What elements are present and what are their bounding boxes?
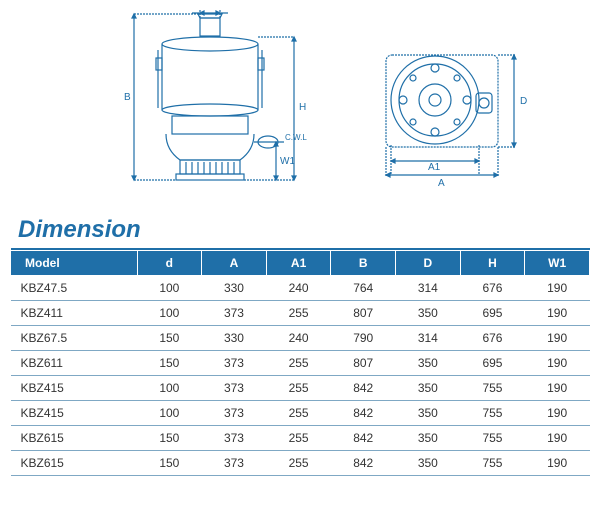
table-cell: 100 (137, 401, 202, 426)
section-title: Dimension (18, 216, 590, 244)
table-cell: 190 (525, 426, 590, 451)
table-cell: 255 (266, 401, 331, 426)
table-cell: KBZ411 (11, 301, 138, 326)
table-cell: 100 (137, 276, 202, 301)
table-cell: 240 (266, 276, 331, 301)
table-cell: 695 (460, 301, 525, 326)
table-cell: 255 (266, 451, 331, 476)
label-a1: A1 (428, 162, 441, 173)
table-cell: KBZ415 (11, 376, 138, 401)
table-cell: 255 (266, 426, 331, 451)
table-cell: 807 (331, 351, 396, 376)
table-row: KBZ47.5100330240764314676190 (11, 276, 590, 301)
table-cell: 350 (396, 451, 461, 476)
label-w1: W1 (280, 156, 295, 167)
col-w1: W1 (525, 251, 590, 276)
col-h: H (460, 251, 525, 276)
table-cell: 190 (525, 451, 590, 476)
col-d: d (137, 251, 202, 276)
table-cell: 350 (396, 351, 461, 376)
table-row: KBZ615150373255842350755190 (11, 426, 590, 451)
table-cell: 330 (202, 326, 267, 351)
table-cell: 350 (396, 426, 461, 451)
label-h: H (299, 102, 306, 113)
table-row: KBZ415100373255842350755190 (11, 376, 590, 401)
table-cell: 190 (525, 301, 590, 326)
dimension-diagram: d B H C.W.L W1 A1 A D (10, 10, 600, 210)
table-cell: 755 (460, 451, 525, 476)
table-cell: 100 (137, 376, 202, 401)
label-a: A (438, 178, 445, 189)
table-cell: 350 (396, 301, 461, 326)
table-cell: 695 (460, 351, 525, 376)
table-row: KBZ611150373255807350695190 (11, 351, 590, 376)
table-cell: 190 (525, 376, 590, 401)
table-cell: 190 (525, 401, 590, 426)
dimension-table: Model d A A1 B D H W1 KBZ47.510033024076… (10, 248, 590, 476)
table-cell: KBZ67.5 (11, 326, 138, 351)
table-cell: 190 (525, 351, 590, 376)
table-cell: 255 (266, 351, 331, 376)
table-cell: 790 (331, 326, 396, 351)
col-a1: A1 (266, 251, 331, 276)
table-cell: 150 (137, 451, 202, 476)
col-a: A (202, 251, 267, 276)
table-row: KBZ67.5150330240790314676190 (11, 326, 590, 351)
table-cell: 190 (525, 276, 590, 301)
table-cell: 373 (202, 351, 267, 376)
table-row: KBZ615150373255842350755190 (11, 451, 590, 476)
table-cell: 373 (202, 376, 267, 401)
table-cell: 330 (202, 276, 267, 301)
col-dcap: D (396, 251, 461, 276)
table-cell: 842 (331, 376, 396, 401)
label-b: B (124, 92, 131, 103)
table-cell: 150 (137, 426, 202, 451)
label-cwl: C.W.L (285, 133, 307, 142)
table-cell: 373 (202, 451, 267, 476)
table-cell: KBZ415 (11, 401, 138, 426)
table-cell: 807 (331, 301, 396, 326)
table-cell: 190 (525, 326, 590, 351)
table-cell: 150 (137, 326, 202, 351)
table-row: KBZ411100373255807350695190 (11, 301, 590, 326)
table-cell: 255 (266, 301, 331, 326)
table-cell: 764 (331, 276, 396, 301)
table-cell: KBZ615 (11, 451, 138, 476)
table-cell: 314 (396, 276, 461, 301)
label-d: d (207, 10, 213, 12)
table-cell: 314 (396, 326, 461, 351)
table-cell: 676 (460, 276, 525, 301)
table-cell: 373 (202, 426, 267, 451)
table-cell: 842 (331, 401, 396, 426)
table-cell: KBZ611 (11, 351, 138, 376)
col-b: B (331, 251, 396, 276)
table-cell: 755 (460, 426, 525, 451)
table-cell: 755 (460, 376, 525, 401)
table-cell: 100 (137, 301, 202, 326)
table-cell: KBZ47.5 (11, 276, 138, 301)
table-cell: 373 (202, 301, 267, 326)
table-cell: 842 (331, 451, 396, 476)
table-cell: KBZ615 (11, 426, 138, 451)
table-header-row: Model d A A1 B D H W1 (11, 251, 590, 276)
table-cell: 240 (266, 326, 331, 351)
table-cell: 755 (460, 401, 525, 426)
table-cell: 350 (396, 376, 461, 401)
table-cell: 150 (137, 351, 202, 376)
table-cell: 373 (202, 401, 267, 426)
table-cell: 255 (266, 376, 331, 401)
label-dcap: D (520, 96, 527, 107)
table-cell: 350 (396, 401, 461, 426)
table-cell: 676 (460, 326, 525, 351)
col-model: Model (11, 251, 138, 276)
table-cell: 842 (331, 426, 396, 451)
table-row: KBZ415100373255842350755190 (11, 401, 590, 426)
